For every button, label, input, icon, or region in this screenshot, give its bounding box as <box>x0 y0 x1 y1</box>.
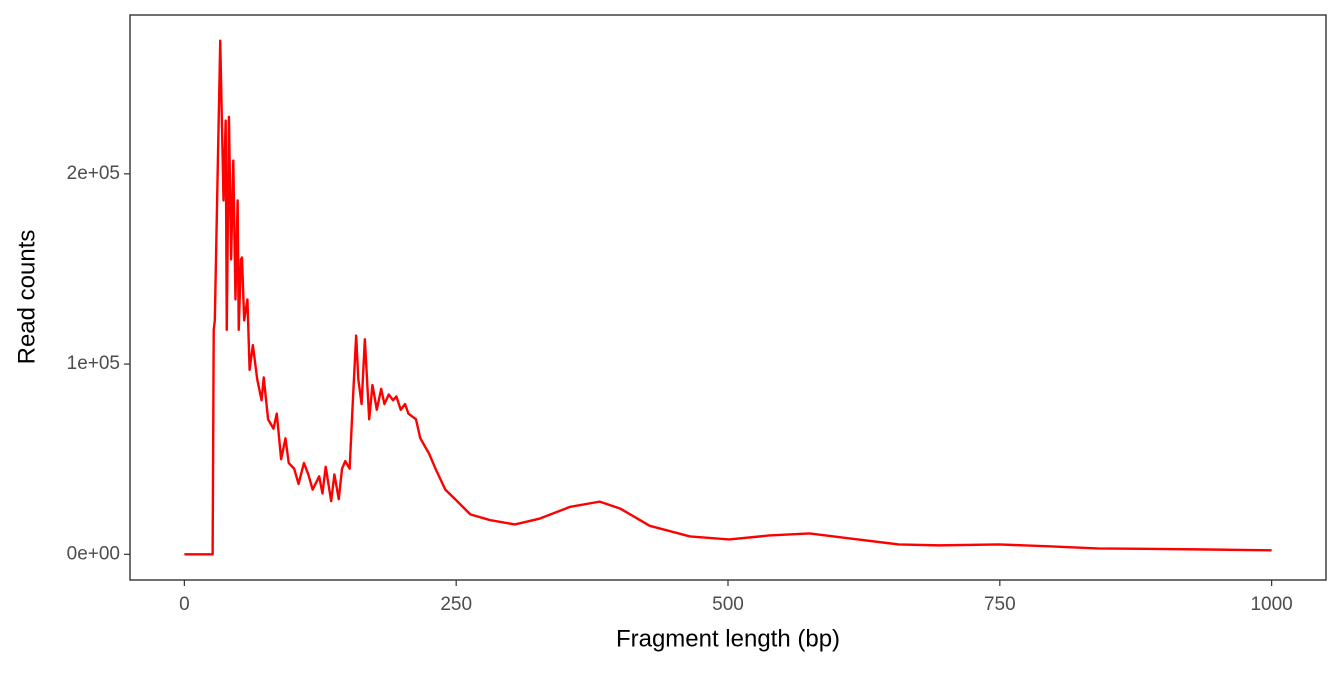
data-line <box>184 39 1272 556</box>
x-tick-label: 1000 <box>1250 594 1292 615</box>
x-tick-label: 750 <box>984 594 1016 615</box>
y-axis-title: Read counts <box>13 230 40 365</box>
panel-border <box>129 14 1327 581</box>
x-tick-label: 250 <box>440 594 472 615</box>
y-tick-label: 1e+05 <box>67 353 120 374</box>
x-tick-label: 500 <box>712 594 744 615</box>
x-tick-label: 0 <box>179 594 190 615</box>
x-axis-title: Fragment length (bp) <box>616 625 840 652</box>
y-tick-label: 0e+00 <box>67 543 120 564</box>
y-tick-label: 2e+05 <box>67 163 120 184</box>
